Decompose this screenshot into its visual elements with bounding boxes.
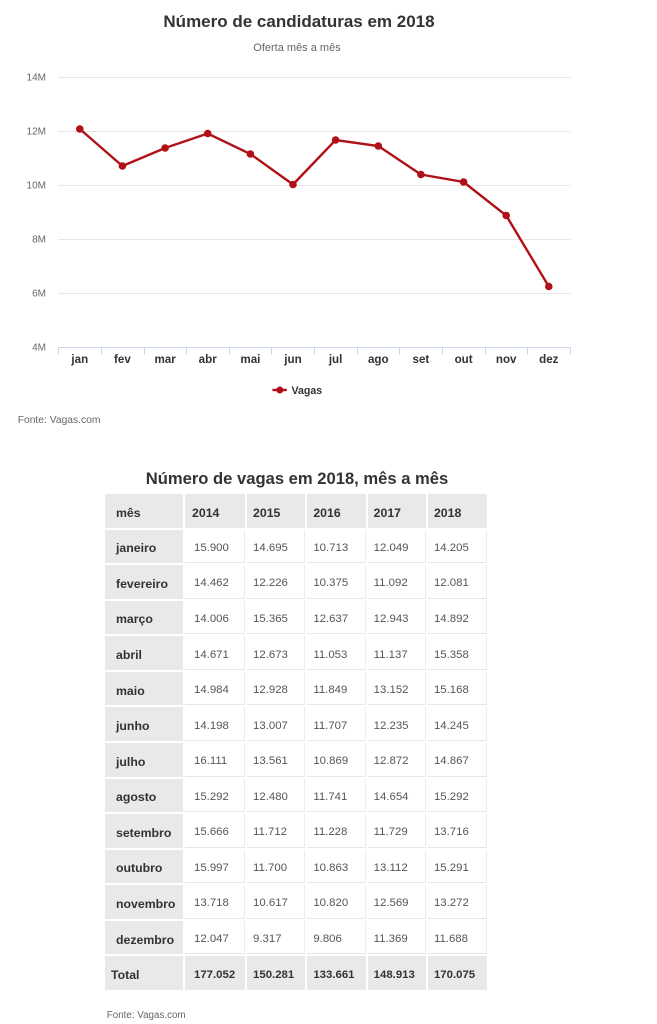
svg-text:4M: 4M [32,343,46,354]
svg-text:nov: nov [496,353,517,366]
svg-text:mar: mar [154,353,176,366]
svg-text:10M: 10M [27,181,46,192]
svg-text:dez: dez [539,353,559,366]
svg-text:14M: 14M [27,73,46,84]
svg-text:jan: jan [70,353,88,366]
svg-text:mai: mai [240,353,260,366]
svg-text:ago: ago [368,353,389,366]
svg-text:8M: 8M [32,235,46,246]
svg-text:6M: 6M [32,289,46,300]
svg-text:abr: abr [199,353,218,366]
svg-text:12M: 12M [27,127,46,138]
svg-text:jul: jul [328,353,343,366]
svg-text:jun: jun [283,353,301,366]
svg-text:Vagas: Vagas [292,385,323,397]
svg-text:set: set [413,353,430,366]
svg-text:fev: fev [114,353,131,366]
svg-text:out: out [455,353,473,366]
